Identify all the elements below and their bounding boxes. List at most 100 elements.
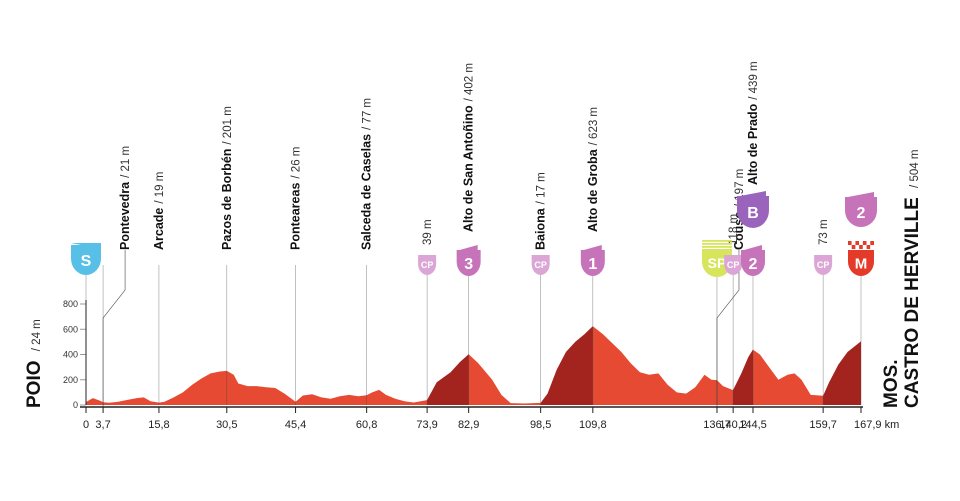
waypoint-altitude: / 77 m <box>362 98 374 130</box>
badge-cp: CP <box>418 255 437 275</box>
checkered-cell <box>859 245 863 249</box>
finish-town-name: CASTRO DE HERVILLE <box>902 197 923 408</box>
y-gridlines: 0 200 400 600 800 <box>63 299 86 410</box>
waypoint-altitude: / 623 m <box>588 107 600 145</box>
checkered-cell <box>855 241 860 245</box>
badge-shape <box>418 255 437 275</box>
badge-shape <box>814 255 833 275</box>
waypoint-leader-line <box>102 250 126 407</box>
badge-shape <box>71 245 101 276</box>
y-tick-label: 0 <box>73 400 78 410</box>
badge-shape <box>736 196 769 228</box>
badge-flag <box>848 192 874 197</box>
badge-shape <box>848 250 874 276</box>
checkered-cell <box>866 241 871 245</box>
x-tick-label: 3,7 <box>95 419 110 431</box>
checkered-cell <box>848 245 852 249</box>
waypoint-altitude: / 19 m <box>154 172 166 204</box>
badge-text: S <box>81 253 92 270</box>
start-town-label: POIO / 24 m <box>24 319 45 408</box>
checkered-cell <box>862 241 867 245</box>
badge-text: CP <box>421 260 434 270</box>
badge-text: B <box>747 205 759 222</box>
x-tick-label: 82,9 <box>458 419 479 431</box>
waypoint-name: Arcade <box>152 208 166 250</box>
waypoint-name: Pazos de Borbén <box>220 149 234 250</box>
checkered-cell <box>851 245 856 249</box>
finish-town-label: CASTRO DE HERVILLE / 504 m <box>902 150 923 408</box>
waypoint-altitude: / 21 m <box>120 146 132 178</box>
badge-climb: 2 <box>845 192 877 227</box>
x-tick-label: 0 <box>83 419 89 431</box>
x-tick-label: 45,4 <box>285 419 306 431</box>
badge-stripe <box>701 240 732 242</box>
badge-cp: CP <box>814 255 833 275</box>
checkered-cell <box>855 245 860 249</box>
badge-text: CP <box>727 260 740 270</box>
badge-text: 2 <box>857 205 866 222</box>
badge-text: 1 <box>588 256 597 273</box>
waypoint-guides <box>85 250 862 407</box>
x-tick-label: 136,7 <box>703 419 731 431</box>
checkpoint-altitude-label: 73 m <box>818 219 830 245</box>
badge-shape <box>740 250 765 276</box>
waypoint-name: Alto de San Antoñino <box>462 105 476 232</box>
waypoint-altitude: / 402 m <box>464 63 476 101</box>
waypoint-label: Salceda de Caselas / 77 m <box>360 98 374 250</box>
checkered-cell <box>870 241 874 245</box>
waypoint-label: Alto de Prado / 439 m <box>746 61 760 185</box>
x-tick-label: 109,8 <box>579 419 607 431</box>
waypoint-label: Alto de San Antoñino / 402 m <box>462 63 476 232</box>
badge-text: M <box>855 255 868 272</box>
x-tick-label: 98,5 <box>530 419 551 431</box>
badge-text: CP <box>534 260 547 270</box>
x-tick-label: 167,9 km <box>854 419 899 431</box>
waypoint-name: Alto de Groba <box>586 148 600 232</box>
y-tick-label: 800 <box>63 299 78 309</box>
waypoint-altitude: / 17 m <box>536 172 548 204</box>
checkered-cell <box>848 241 852 245</box>
checkered-cell <box>870 245 874 249</box>
waypoint-label: Ponteareas / 26 m <box>289 147 303 250</box>
waypoint-name: Alto de Prado <box>746 103 760 185</box>
waypoint-name: Salceda de Caselas <box>360 134 374 250</box>
waypoint-altitude: / 26 m <box>291 147 303 179</box>
badge-shape <box>724 255 743 275</box>
y-tick-label: 600 <box>63 324 78 334</box>
climb-section <box>823 341 861 405</box>
start-town-altitude: / 24 m <box>31 319 43 351</box>
waypoint-labels: Pontevedra / 21 m Arcade / 19 m Pazos de Bor… <box>118 61 830 250</box>
badge-flag <box>583 245 602 250</box>
x-tick-label: 73,9 <box>416 419 437 431</box>
badge-shape <box>845 197 877 227</box>
badge-climb: 1 <box>580 245 605 276</box>
climb-section <box>733 349 753 405</box>
waypoint-altitude: / 439 m <box>748 61 760 99</box>
badge-stripe <box>701 246 732 248</box>
badge-text: SP <box>708 255 727 271</box>
checkpoint-altitude-label: 118 m <box>728 214 740 245</box>
checkered-cell <box>866 245 871 249</box>
x-tick-label: 140,2 <box>719 419 747 431</box>
finish-town-line1: MOS. <box>881 359 902 408</box>
waypoint-altitude: / 201 m <box>222 106 234 144</box>
y-tick-label: 400 <box>63 350 78 360</box>
x-tick-label: 60,8 <box>356 419 377 431</box>
waypoint-label: Alto de Groba / 623 m <box>586 107 600 232</box>
badge-stripe <box>701 243 732 245</box>
waypoint-name: Pontevedra <box>118 181 132 250</box>
badge-finish: M <box>848 241 874 276</box>
checkered-cell <box>851 241 856 245</box>
waypoint-label: Baiona / 17 m <box>534 172 548 250</box>
badge-shape <box>531 255 550 275</box>
checkered-cell <box>862 245 867 249</box>
climb-section <box>427 354 469 405</box>
badge-cp: CP <box>724 255 743 275</box>
badge-text: 2 <box>749 256 758 273</box>
badge-start: S <box>71 243 101 276</box>
waypoint-label: Arcade / 19 m <box>152 172 166 250</box>
x-tick-label: 159,7 <box>809 419 837 431</box>
start-town-name: POIO <box>24 360 45 408</box>
